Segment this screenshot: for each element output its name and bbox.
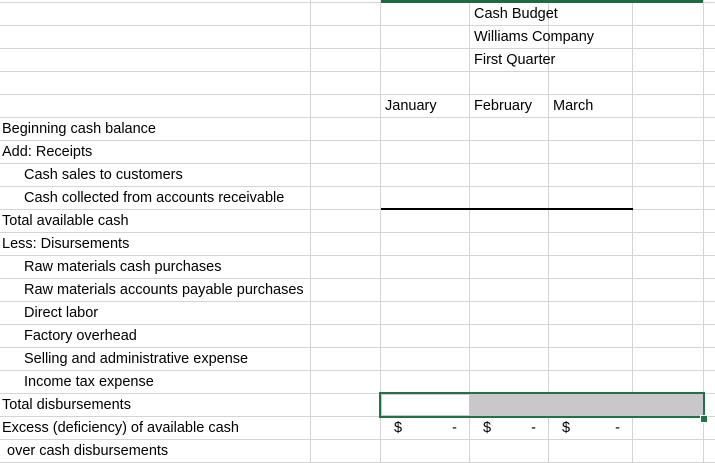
row-label-total-disbursements[interactable]: Total disbursements	[2, 397, 131, 413]
gridline-h	[0, 232, 715, 233]
row-label-less-disbursements[interactable]: Less: Disursements	[2, 236, 130, 252]
value-cell-excess-february[interactable]: $ -	[470, 417, 548, 440]
gridline-h	[0, 416, 715, 417]
scrolled-selection-edge	[381, 0, 703, 3]
value-cell-excess-january[interactable]: $ -	[381, 417, 469, 440]
gridline-v	[632, 0, 633, 463]
gridline-h	[0, 255, 715, 256]
row-label-add-receipts[interactable]: Add: Receipts	[2, 144, 93, 160]
gridline-h	[0, 163, 715, 164]
gridline-h	[0, 117, 715, 118]
row-label-cash-sales-to-customers[interactable]: Cash sales to customers	[24, 167, 183, 183]
gridline-h	[0, 278, 715, 279]
currency-symbol: $	[562, 420, 571, 436]
gridline-v	[380, 0, 381, 463]
active-cell[interactable]	[382, 395, 469, 415]
title-company-name[interactable]: Williams Company	[474, 29, 595, 45]
row-label-factory-overhead[interactable]: Factory overhead	[24, 328, 137, 344]
gridline-h	[0, 94, 715, 95]
title-cash-budget[interactable]: Cash Budget	[474, 6, 558, 22]
gridline-v	[548, 0, 549, 463]
gridline-h	[0, 186, 715, 187]
gridline-v	[310, 0, 311, 463]
gridline-h	[0, 140, 715, 141]
accounting-underline	[381, 208, 633, 210]
gridline-h	[0, 301, 715, 302]
gridline-h	[0, 439, 715, 440]
gridline-h	[0, 347, 715, 348]
column-header-february[interactable]: February	[474, 98, 533, 114]
fill-handle[interactable]	[700, 415, 708, 423]
row-label-cash-collected-accounts-receivable[interactable]: Cash collected from accounts receivable	[24, 190, 285, 206]
gridline-h	[0, 48, 715, 49]
row-label-income-tax-expense[interactable]: Income tax expense	[24, 374, 154, 390]
amount-value: -	[452, 420, 457, 436]
row-label-beginning-cash-balance[interactable]: Beginning cash balance	[2, 121, 156, 137]
column-header-march[interactable]: March	[553, 98, 594, 114]
value-cell-excess-march[interactable]: $ -	[549, 417, 632, 440]
row-label-excess-deficiency-available-cash[interactable]: Excess (deficiency) of available cash	[2, 420, 239, 436]
title-period[interactable]: First Quarter	[474, 52, 556, 68]
row-label-raw-materials-ap-purchases[interactable]: Raw materials accounts payable purchases	[24, 282, 304, 298]
gridline-h	[0, 71, 715, 72]
gridline-h	[0, 209, 715, 210]
row-label-total-available-cash[interactable]: Total available cash	[2, 213, 129, 229]
gridline-h	[0, 2, 715, 3]
row-label-over-cash-disbursements[interactable]: over cash disbursements	[7, 443, 169, 459]
gridline-h	[0, 324, 715, 325]
gridline-h	[0, 393, 715, 394]
gridline-h	[0, 370, 715, 371]
row-label-raw-materials-cash-purchases[interactable]: Raw materials cash purchases	[24, 259, 222, 275]
gridline-v	[703, 0, 704, 463]
row-label-direct-labor[interactable]: Direct labor	[24, 305, 99, 321]
column-header-january[interactable]: January	[385, 98, 437, 114]
amount-value: -	[615, 420, 620, 436]
row-label-selling-administrative-expense[interactable]: Selling and administrative expense	[24, 351, 249, 367]
currency-symbol: $	[483, 420, 492, 436]
gridline-h	[0, 25, 715, 26]
currency-symbol: $	[394, 420, 403, 436]
amount-value: -	[531, 420, 536, 436]
gridline-v	[469, 0, 470, 463]
